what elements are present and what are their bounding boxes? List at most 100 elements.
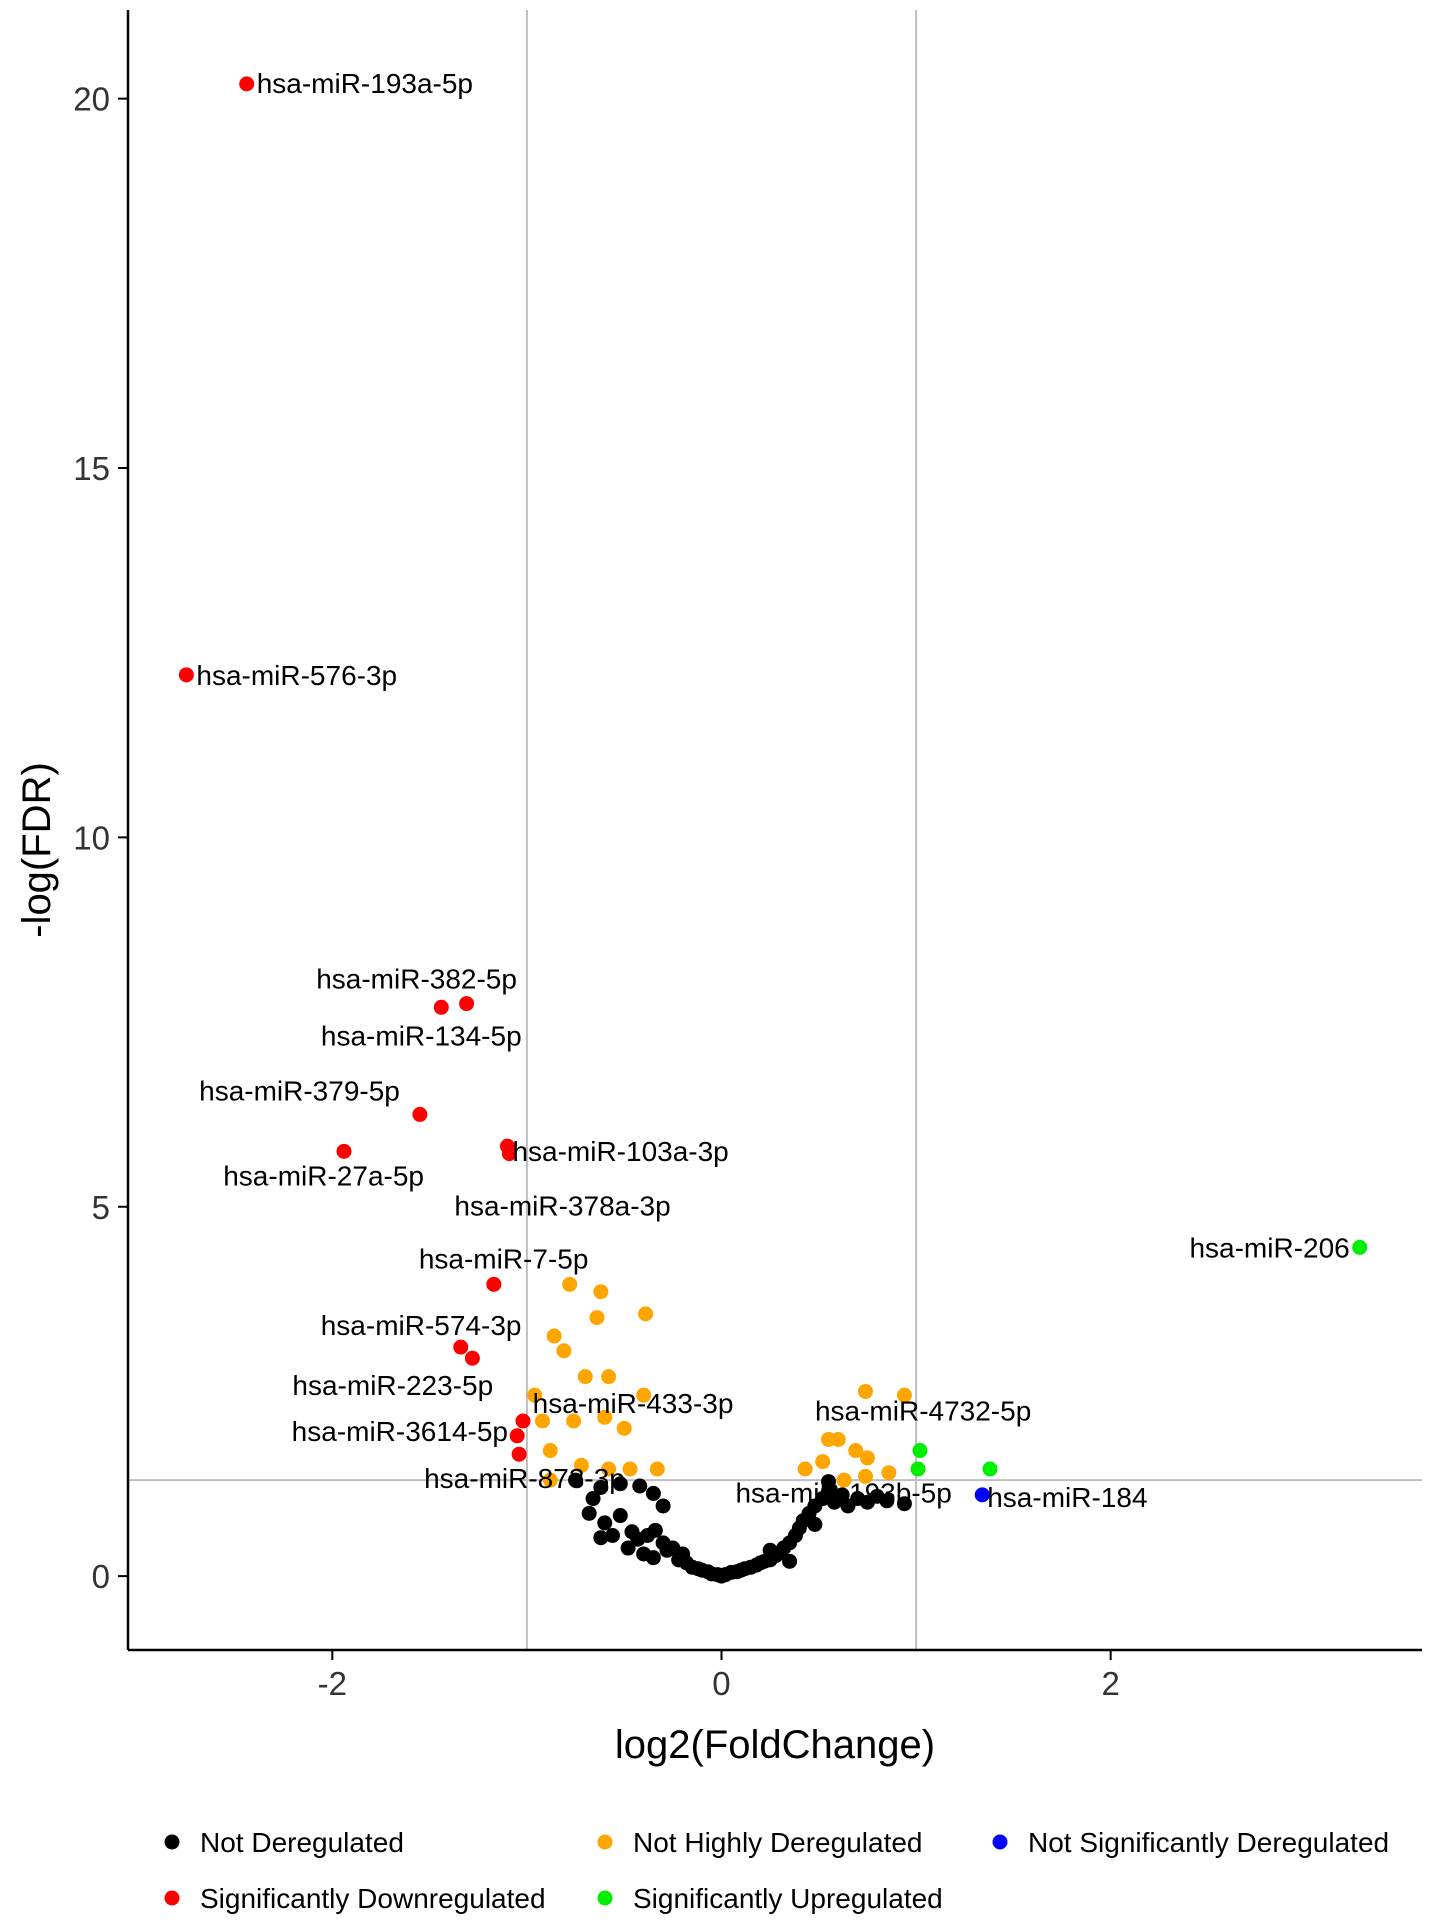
- data-point: [178, 667, 194, 683]
- legend-swatch: [164, 1890, 180, 1906]
- y-tick-label: 20: [73, 81, 110, 118]
- data-point: [589, 1310, 605, 1326]
- data-point: [762, 1542, 778, 1558]
- legend-swatch: [992, 1834, 1008, 1850]
- data-point: [896, 1387, 912, 1403]
- data-point: [527, 1387, 543, 1403]
- data-point: [556, 1343, 572, 1359]
- data-point: [577, 1369, 593, 1385]
- point-label: hsa-miR-576-3p: [196, 660, 397, 691]
- legend-swatch: [597, 1834, 613, 1850]
- point-label: hsa-miR-27a-5p: [223, 1160, 424, 1191]
- data-point: [612, 1476, 628, 1492]
- data-point: [859, 1450, 875, 1466]
- data-point: [616, 1420, 632, 1436]
- data-point: [601, 1461, 617, 1477]
- data-point: [597, 1515, 613, 1531]
- data-point: [511, 1446, 527, 1462]
- data-point: [601, 1369, 617, 1385]
- data-point: [486, 1276, 502, 1292]
- data-point: [647, 1522, 663, 1538]
- data-point: [509, 1428, 525, 1444]
- data-point: [982, 1461, 998, 1477]
- point-label: hsa-miR-134-5p: [321, 1020, 522, 1051]
- point-label: hsa-miR-382-5p: [316, 964, 517, 995]
- x-axis-title: log2(FoldChange): [615, 1723, 935, 1767]
- legend-item: Significantly Upregulated: [597, 1883, 943, 1914]
- data-point: [1352, 1239, 1368, 1255]
- data-point: [593, 1284, 609, 1300]
- data-point: [546, 1328, 562, 1344]
- point-label: hsa-miR-103a-3p: [512, 1136, 728, 1167]
- y-tick-label: 10: [73, 819, 110, 856]
- legend-label: Significantly Downregulated: [200, 1883, 546, 1914]
- point-labels: hsa-miR-193a-5p hsa-miR-576-3p hsa-miR-382…: [196, 68, 1349, 1513]
- data-point: [568, 1472, 584, 1488]
- data-point: [566, 1413, 582, 1429]
- data-point: [464, 1350, 480, 1366]
- legend-swatch: [597, 1890, 613, 1906]
- data-point: [857, 1468, 873, 1484]
- data-point: [632, 1478, 648, 1494]
- y-tick-label: 15: [73, 450, 110, 487]
- data-point: [834, 1487, 850, 1503]
- legend: Not Deregulated Not Highly Deregulated Not…: [164, 1827, 1389, 1914]
- point-label: hsa-miR-433-3p: [533, 1388, 734, 1419]
- legend-swatch: [164, 1834, 180, 1850]
- y-tick-label: 0: [92, 1558, 110, 1595]
- point-label: hsa-miR-193b-5p: [735, 1477, 951, 1508]
- data-point: [645, 1550, 661, 1566]
- legend-label: Not Deregulated: [200, 1827, 404, 1858]
- legend-label: Significantly Upregulated: [633, 1883, 943, 1914]
- data-point: [638, 1306, 654, 1322]
- data-point: [593, 1479, 609, 1495]
- data-point: [974, 1487, 990, 1503]
- point-label: hsa-miR-206: [1189, 1232, 1349, 1263]
- point-label: hsa-miR-7-5p: [419, 1243, 589, 1274]
- data-point: [620, 1540, 636, 1556]
- threshold-lines: [128, 10, 1422, 1650]
- legend-label: Not Significantly Deregulated: [1028, 1827, 1389, 1858]
- data-point: [622, 1461, 638, 1477]
- data-point: [857, 1383, 873, 1399]
- data-point: [433, 999, 449, 1015]
- x-tick-label: 0: [712, 1665, 730, 1702]
- data-point: [597, 1409, 613, 1425]
- legend-item: Not Highly Deregulated: [597, 1827, 923, 1858]
- data-point: [910, 1461, 926, 1477]
- x-tick-label: -2: [318, 1665, 347, 1702]
- data-point: [649, 1461, 665, 1477]
- data-point: [585, 1491, 601, 1507]
- data-point: [581, 1505, 597, 1521]
- data-point: [542, 1472, 558, 1488]
- point-label: hsa-miR-4732-5p: [815, 1396, 1031, 1427]
- data-point: [830, 1431, 846, 1447]
- point-label: hsa-miR-574-3p: [321, 1310, 522, 1341]
- data-point: [797, 1461, 813, 1477]
- data-point: [807, 1516, 823, 1532]
- data-points: [178, 76, 1368, 1584]
- data-point: [655, 1498, 671, 1514]
- axes: [126, 10, 1422, 1652]
- data-point: [515, 1413, 531, 1429]
- data-point: [912, 1443, 928, 1459]
- data-point: [645, 1485, 661, 1501]
- point-label: hsa-miR-3614-5p: [292, 1416, 508, 1447]
- data-point: [612, 1508, 628, 1524]
- y-axis-title: -log(FDR): [15, 762, 59, 938]
- data-point: [815, 1454, 831, 1470]
- data-point: [848, 1443, 864, 1459]
- data-point: [336, 1143, 352, 1159]
- x-tick-label: 2: [1101, 1665, 1119, 1702]
- point-label: hsa-miR-223-5p: [292, 1370, 493, 1401]
- data-point: [879, 1493, 895, 1509]
- data-point: [636, 1387, 652, 1403]
- data-point: [542, 1443, 558, 1459]
- data-point: [881, 1465, 897, 1481]
- point-label: hsa-miR-379-5p: [199, 1075, 400, 1106]
- point-label: hsa-miR-193a-5p: [257, 68, 473, 99]
- legend-label: Not Highly Deregulated: [633, 1827, 923, 1858]
